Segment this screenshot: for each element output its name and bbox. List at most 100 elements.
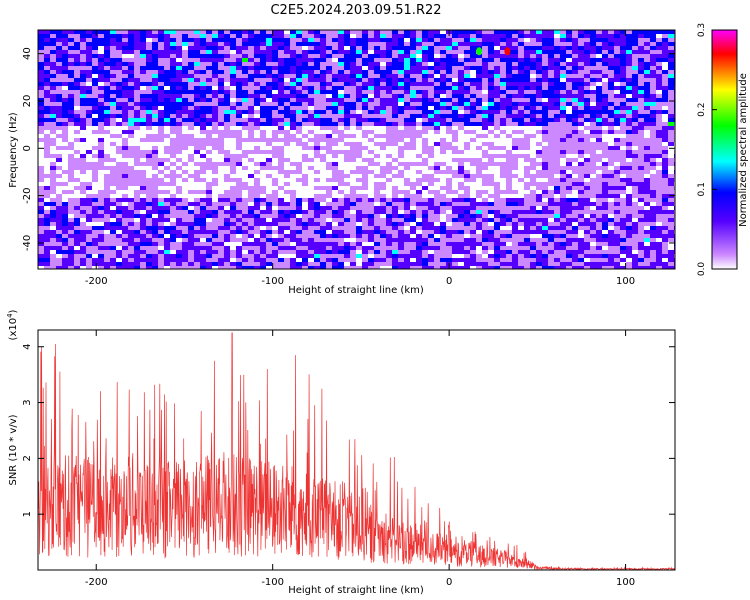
heatmap-cell xyxy=(470,114,477,119)
heatmap-cell xyxy=(488,146,495,151)
heatmap-cell xyxy=(410,74,417,79)
heatmap-cell xyxy=(62,162,69,167)
heatmap-cell xyxy=(338,126,345,131)
heatmap-cell xyxy=(344,126,351,131)
heatmap-cell xyxy=(362,38,369,43)
heatmap-cell xyxy=(530,170,537,175)
heatmap-cell xyxy=(290,214,297,219)
heatmap-cell xyxy=(314,166,321,171)
heatmap-cell xyxy=(62,118,69,123)
heatmap-cell xyxy=(68,102,75,107)
heatmap-cell xyxy=(296,174,303,179)
heatmap-cell xyxy=(470,214,477,219)
heatmap-cell xyxy=(344,238,351,243)
heatmap-cell xyxy=(146,206,153,211)
heatmap-cell xyxy=(116,114,123,119)
heatmap-cell xyxy=(92,66,99,71)
heatmap-cell xyxy=(524,158,531,163)
heatmap-cell xyxy=(446,54,453,59)
heatmap-cell xyxy=(122,242,129,247)
heatmap-cell xyxy=(398,162,405,167)
heatmap-cell xyxy=(44,182,51,187)
heatmap-cell xyxy=(422,114,429,119)
heatmap-cell xyxy=(86,106,93,111)
heatmap-cell xyxy=(410,50,417,55)
heatmap-cell xyxy=(368,50,375,55)
heatmap-cell xyxy=(302,170,309,175)
heatmap-cell xyxy=(86,82,93,87)
heatmap-cell xyxy=(230,262,237,267)
heatmap-cell xyxy=(380,234,387,239)
heatmap-cell xyxy=(362,214,369,219)
heatmap-cell xyxy=(380,166,387,171)
heatmap-cell xyxy=(518,90,525,95)
heatmap-cell xyxy=(512,242,519,247)
heatmap-cell xyxy=(380,58,387,63)
heatmap-cell xyxy=(422,30,429,35)
heatmap-cell xyxy=(86,94,93,99)
heatmap-cell xyxy=(338,210,345,215)
heatmap-cell xyxy=(398,78,405,83)
heatmap-cell xyxy=(266,158,273,163)
heatmap-cell xyxy=(320,190,327,195)
heatmap-cell xyxy=(92,42,99,47)
heatmap-cell xyxy=(332,210,339,215)
heatmap-cell xyxy=(470,122,477,127)
heatmap-cell xyxy=(500,82,507,87)
heatmap-cell xyxy=(104,110,111,115)
heatmap-cell xyxy=(230,146,237,151)
heatmap-cell xyxy=(104,58,111,63)
heatmap-cell xyxy=(74,202,81,207)
heatmap-cell xyxy=(410,190,417,195)
heatmap-cell xyxy=(134,246,141,251)
heatmap-cell xyxy=(524,110,531,115)
heatmap-cell xyxy=(218,162,225,167)
heatmap-cell xyxy=(524,134,531,139)
heatmap-cell xyxy=(50,246,57,251)
heatmap-cell xyxy=(356,182,363,187)
heatmap-cell xyxy=(518,238,525,243)
heatmap-cell xyxy=(266,246,273,251)
heatmap-cell xyxy=(446,122,453,127)
heatmap-cell xyxy=(386,218,393,223)
heatmap-cell xyxy=(482,50,489,55)
heatmap-cell xyxy=(368,74,375,79)
heatmap-cell xyxy=(74,62,81,67)
heatmap-cell xyxy=(350,266,357,269)
heatmap-cell xyxy=(398,154,405,159)
heatmap-cell xyxy=(260,142,267,147)
heatmap-cell xyxy=(422,214,429,219)
heatmap-cell xyxy=(188,218,195,223)
heatmap-cell xyxy=(524,266,531,269)
heatmap-cell xyxy=(476,206,483,211)
heatmap-cell xyxy=(452,162,459,167)
heatmap-cell xyxy=(332,230,339,235)
heatmap-cell xyxy=(224,130,231,135)
heatmap-cell xyxy=(332,202,339,207)
heatmap-cell xyxy=(524,86,531,91)
heatmap-cell xyxy=(92,134,99,139)
heatmap-cell xyxy=(296,214,303,219)
heatmap-cell xyxy=(494,38,501,43)
heatmap-cell xyxy=(326,58,333,63)
heatmap-cell xyxy=(266,70,273,75)
heatmap-cell xyxy=(386,82,393,87)
heatmap-cell xyxy=(356,34,363,39)
heatmap-cell xyxy=(350,254,357,259)
heatmap-cell xyxy=(74,194,81,199)
heatmap-cell xyxy=(524,174,531,179)
heatmap-cell xyxy=(386,54,393,59)
heatmap-cell xyxy=(80,194,87,199)
heatmap-cell xyxy=(134,30,141,35)
heatmap-cell xyxy=(260,242,267,247)
heatmap-cell xyxy=(212,246,219,251)
heatmap-cell xyxy=(50,34,57,39)
heatmap-cell xyxy=(332,258,339,263)
heatmap-cell xyxy=(338,106,345,111)
heatmap-cell xyxy=(410,146,417,151)
heatmap-cell xyxy=(164,266,171,269)
heatmap-cell xyxy=(68,182,75,187)
heatmap-cell xyxy=(362,258,369,263)
heatmap-cell xyxy=(116,78,123,83)
heatmap-cell xyxy=(248,214,255,219)
